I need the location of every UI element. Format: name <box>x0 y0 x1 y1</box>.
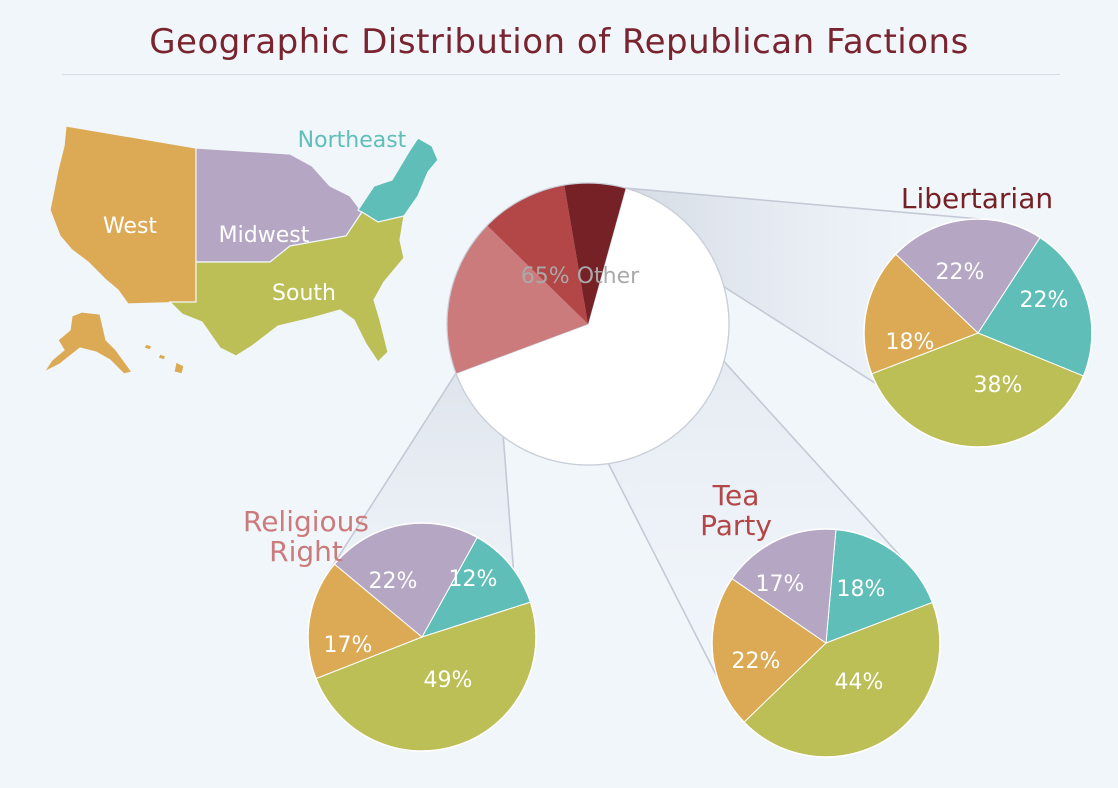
religious_right-pie-label-west: 17% <box>324 633 373 658</box>
libertarian-pie-label-midwest: 22% <box>936 260 985 285</box>
religious_right-title-line: Right <box>269 535 343 568</box>
chart-title: Geographic Distribution of Republican Fa… <box>149 22 969 62</box>
religious_right-pie-label-south: 49% <box>424 668 473 693</box>
map-region-hawaii <box>143 343 185 375</box>
tea_party-pie-label-northeast: 18% <box>837 577 886 602</box>
libertarian-pie-label-south: 38% <box>974 373 1023 398</box>
connector-line-religious_right <box>320 372 457 585</box>
main-pie-label-religious_right: 18% <box>532 399 581 424</box>
libertarian-pie-label-west: 18% <box>886 330 935 355</box>
tea_party-pie-outline <box>711 528 941 758</box>
religious_right-title-line: Religious <box>243 505 369 538</box>
libertarian-pie-label-northeast: 22% <box>1020 288 1069 313</box>
religious_right-pie-outline <box>307 522 537 752</box>
tea_party-title-line: Party <box>700 509 772 542</box>
tea_party-pie-label-midwest: 17% <box>756 572 805 597</box>
main-pie-outline <box>446 182 730 466</box>
main-pie-label-tea_party: 10% <box>637 379 686 404</box>
map-region-alaska <box>42 311 134 375</box>
main-pie-slice-religious_right <box>447 225 588 374</box>
connector-line-libertarian <box>625 187 981 220</box>
main-pie-label-other: 65% Other <box>521 264 640 289</box>
libertarian-title: Libertarian <box>901 182 1053 215</box>
map-label-west: West <box>103 214 157 239</box>
map-region-south <box>168 211 405 363</box>
map-label-south: South <box>272 281 336 306</box>
religious_right-pie-label-midwest: 22% <box>369 569 418 594</box>
title-divider <box>62 74 1060 75</box>
religious_right-pie-label-northeast: 12% <box>449 567 498 592</box>
main-pie-label-libertarian: 7% <box>672 337 707 362</box>
libertarian-pie-outline <box>863 218 1093 448</box>
main-pie-slice-libertarian <box>564 183 626 324</box>
map-label-midwest: Midwest <box>219 223 310 248</box>
us-region-map <box>42 125 439 375</box>
map-label-northeast: Northeast <box>298 128 407 153</box>
tea_party-pie-label-south: 44% <box>835 670 884 695</box>
tea_party-pie-label-west: 22% <box>732 649 781 674</box>
main-pie-slice-tea_party <box>487 185 588 324</box>
tea_party-title-line: Tea <box>712 479 760 512</box>
